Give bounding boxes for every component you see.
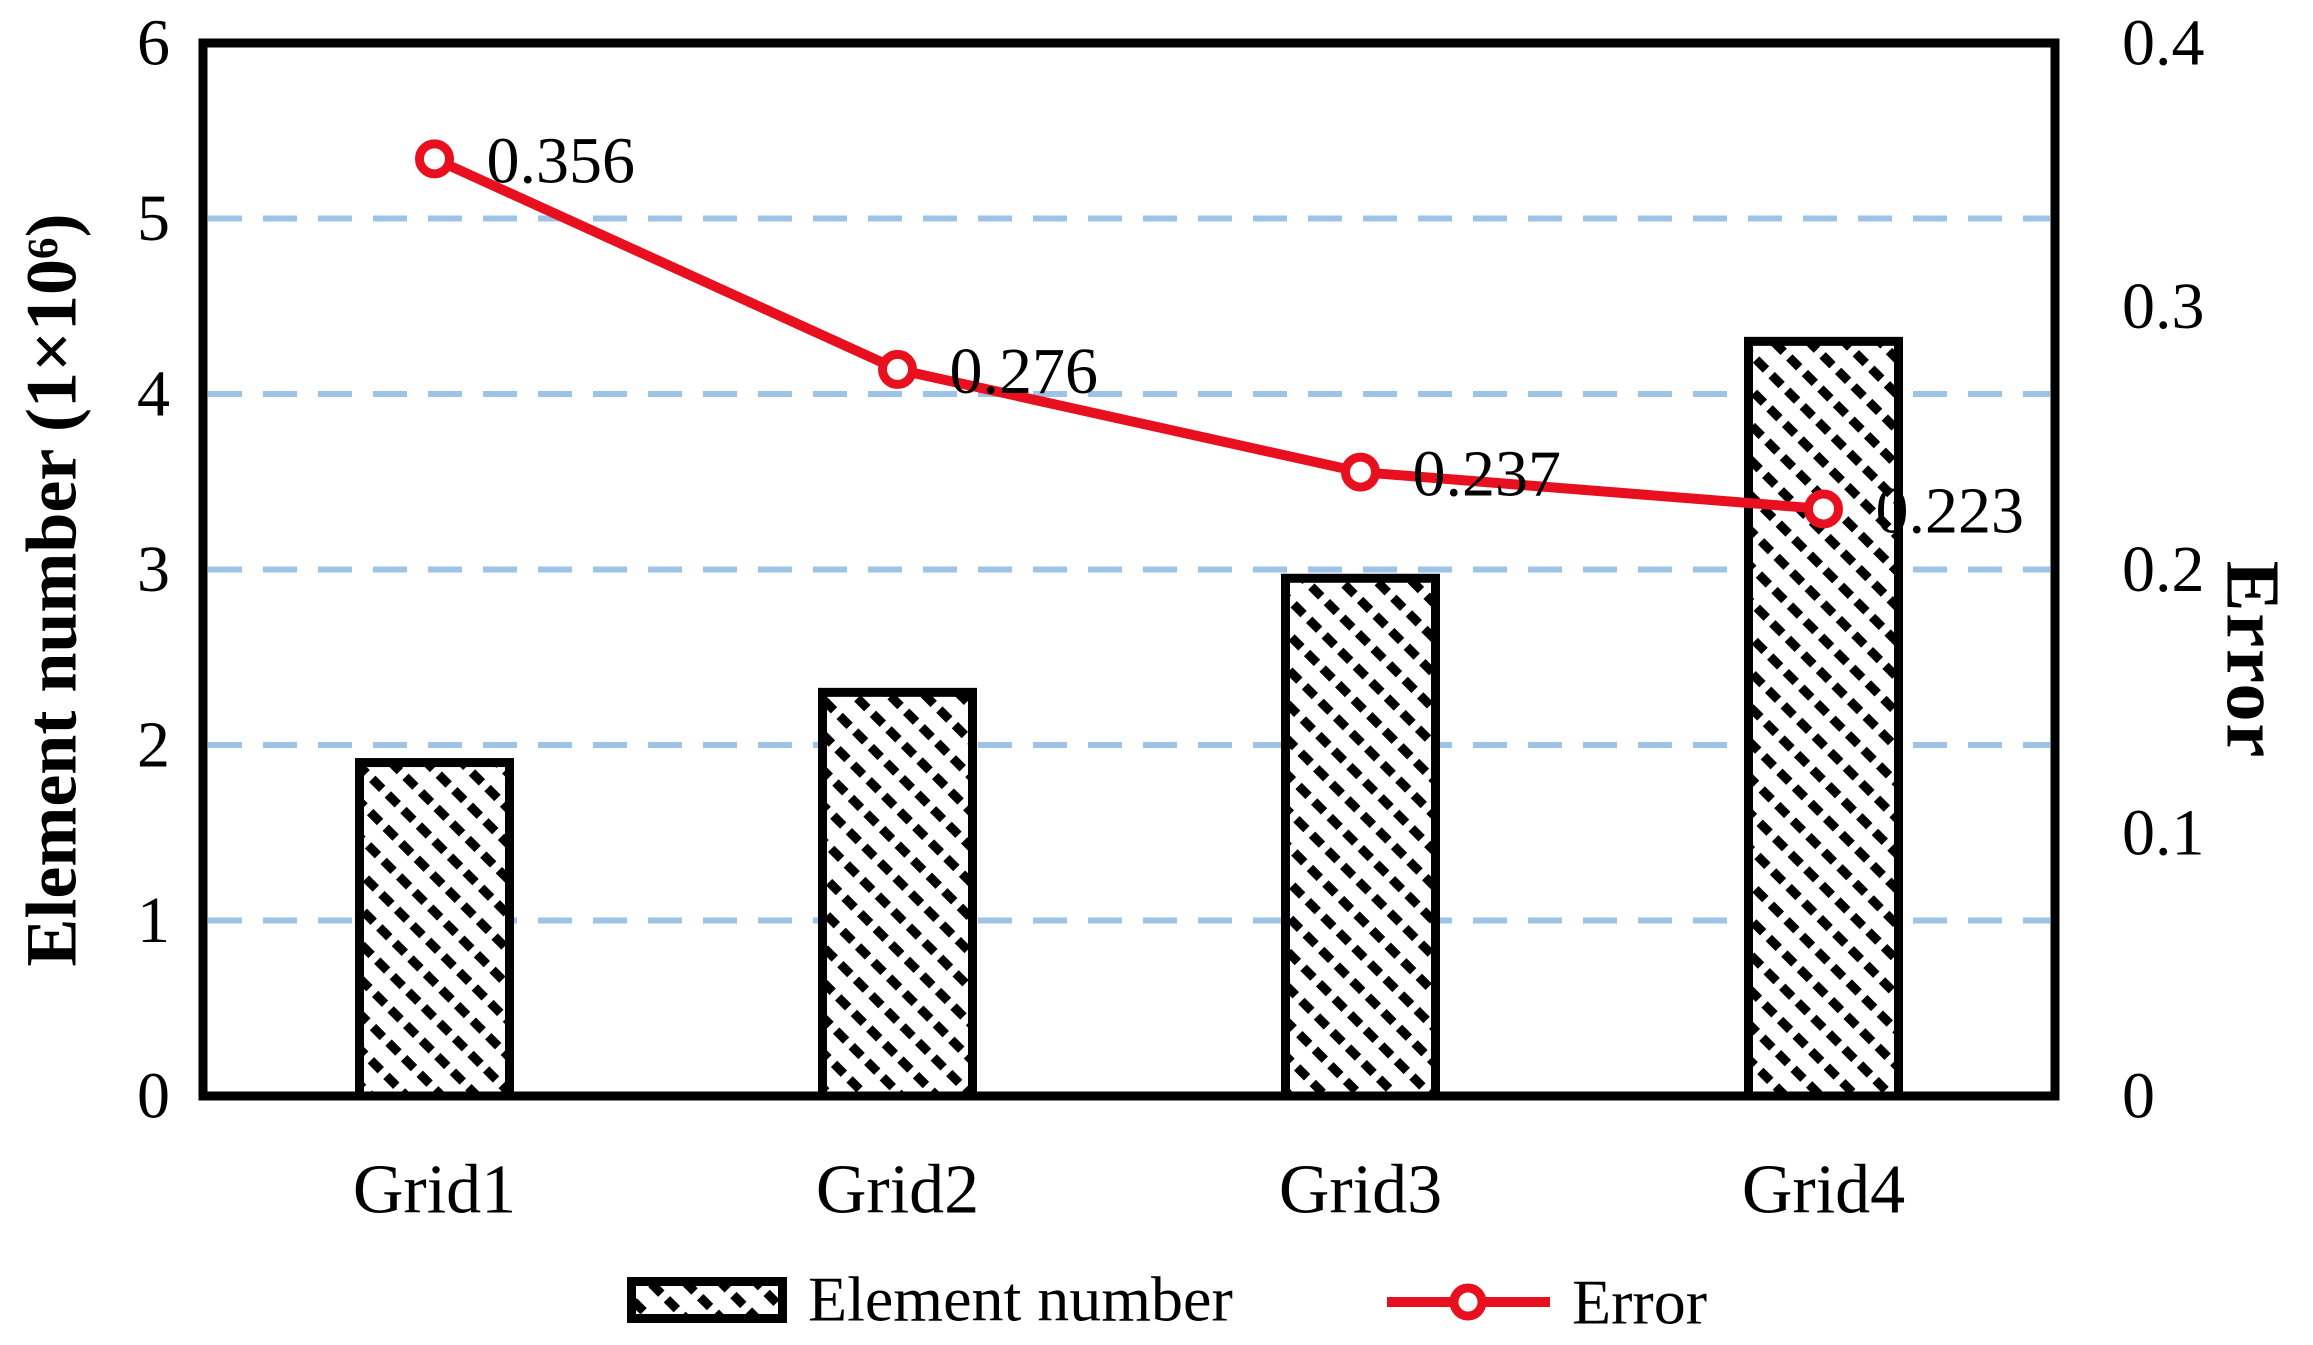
legend-element-number-label: Element number <box>808 1263 1233 1335</box>
right-tick-0.4: 0.4 <box>2122 7 2205 80</box>
error-marker-grid1 <box>415 139 454 179</box>
error-marker-grid4 <box>1804 489 1843 529</box>
right-tick-0.1: 0.1 <box>2122 796 2205 869</box>
right-tick-0: 0 <box>2122 1060 2155 1133</box>
left-axis-title: Element number (1×10⁶) <box>11 213 92 967</box>
category-label-grid1: Grid1 <box>353 1152 516 1229</box>
error-marker-grid3 <box>1341 452 1380 492</box>
left-tick-3: 3 <box>137 533 170 606</box>
data-label-grid2: 0.276 <box>950 335 1099 408</box>
right-tick-0.3: 0.3 <box>2122 270 2205 343</box>
left-tick-1: 1 <box>137 884 170 957</box>
bar-grid4 <box>1744 336 1903 1101</box>
legend-element-number-swatch <box>627 1277 787 1323</box>
right-tick-0.2: 0.2 <box>2122 533 2205 606</box>
legend-error-label: Error <box>1572 1266 1708 1338</box>
error-line <box>432 154 1824 514</box>
bar-grid1 <box>355 758 514 1101</box>
left-tick-2: 2 <box>137 709 170 782</box>
data-label-grid3: 0.237 <box>1413 438 1562 511</box>
category-label-grid4: Grid4 <box>1742 1152 1905 1229</box>
data-label-grid4: 0.223 <box>1876 474 2025 547</box>
bar-grid2 <box>818 687 977 1101</box>
right-axis-title: Error <box>2210 560 2295 760</box>
error-marker-grid2 <box>878 349 917 389</box>
data-label-grid1: 0.356 <box>487 124 636 197</box>
left-tick-5: 5 <box>137 182 170 255</box>
category-label-grid3: Grid3 <box>1279 1152 1442 1229</box>
left-tick-6: 6 <box>137 7 170 80</box>
left-tick-4: 4 <box>137 358 170 431</box>
bar-grid3 <box>1281 573 1440 1101</box>
plot-border <box>198 38 2060 1101</box>
category-label-grid2: Grid2 <box>816 1152 979 1229</box>
legend-error-marker <box>1387 1283 1550 1321</box>
left-tick-0: 0 <box>137 1060 170 1133</box>
